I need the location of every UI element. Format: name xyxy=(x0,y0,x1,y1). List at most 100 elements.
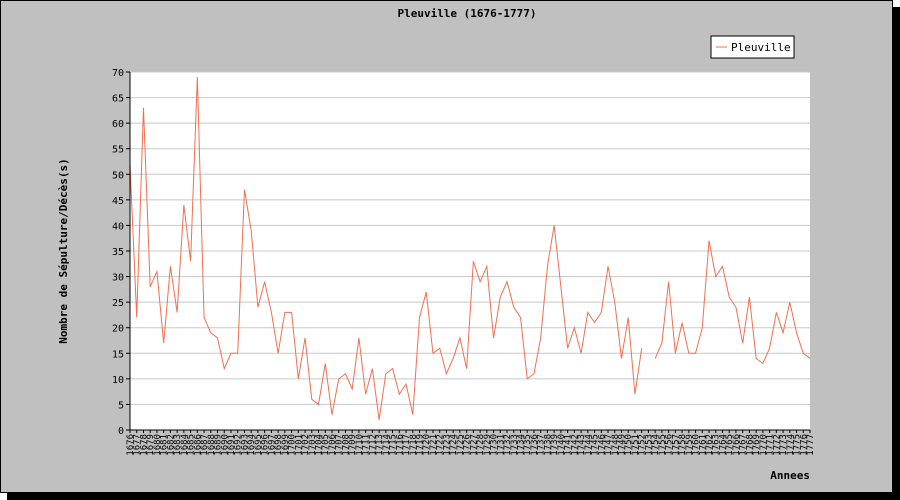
x-tick-label: 1692 xyxy=(234,434,244,456)
legend: Pleuville xyxy=(710,35,795,59)
chart-title: Pleuville (1676-1777) xyxy=(397,7,536,20)
x-tick-label: 1699 xyxy=(281,434,291,456)
x-tick-label: 1718 xyxy=(409,434,419,456)
x-tick-label: 1741 xyxy=(564,434,574,456)
x-tick-label: 1677 xyxy=(133,434,143,456)
x-tick-label: 1761 xyxy=(698,434,708,456)
x-tick-label: 1711 xyxy=(362,434,372,456)
x-tick-label: 1777 xyxy=(806,434,816,456)
x-tick-label: 1774 xyxy=(786,434,796,456)
x-tick-label: 1726 xyxy=(463,434,473,456)
x-tick-label: 1734 xyxy=(516,434,526,456)
y-tick-label: 50 xyxy=(112,170,124,181)
x-tick-label: 1702 xyxy=(301,434,311,456)
x-tick-label: 1737 xyxy=(537,434,547,456)
x-tick-label: 1717 xyxy=(402,434,412,456)
y-tick-label: 60 xyxy=(112,119,124,130)
x-tick-label: 1682 xyxy=(166,434,176,456)
x-tick-label: 1756 xyxy=(665,434,675,456)
y-tick-label: 5 xyxy=(118,400,124,411)
y-tick-label: 0 xyxy=(118,426,124,437)
x-tick-label: 1728 xyxy=(476,434,486,456)
x-tick-label: 1735 xyxy=(523,434,533,456)
x-tick-label: 1720 xyxy=(422,434,432,456)
x-tick-label: 1690 xyxy=(220,434,230,456)
x-tick-label: 1710 xyxy=(355,434,365,456)
x-tick-label: 1704 xyxy=(315,434,325,456)
x-tick-label: 1750 xyxy=(624,434,634,456)
x-tick-label: 1759 xyxy=(685,434,695,456)
y-tick-label: 70 xyxy=(112,68,124,79)
x-tick-label: 1743 xyxy=(577,434,587,456)
x-tick-label: 1723 xyxy=(442,434,452,456)
x-tick-label: 1733 xyxy=(510,434,520,456)
x-tick-label: 1707 xyxy=(335,434,345,456)
x-tick-label: 1695 xyxy=(254,434,264,456)
x-tick-label: 1762 xyxy=(705,434,715,456)
x-tick-label: 1747 xyxy=(604,434,614,456)
x-tick-label: 1745 xyxy=(591,434,601,456)
x-axis-label: Annees xyxy=(770,469,810,482)
x-tick-label: 1713 xyxy=(375,434,385,456)
x-tick-label: 1708 xyxy=(341,434,351,456)
x-tick-label: 1769 xyxy=(752,434,762,456)
series-group xyxy=(129,77,811,420)
y-tick-label: 30 xyxy=(112,273,124,284)
x-tick-label: 1755 xyxy=(658,434,668,456)
legend-label: Pleuville xyxy=(731,41,791,54)
x-tick-label: 1740 xyxy=(557,434,567,456)
x-tick-label: 1764 xyxy=(718,434,728,456)
x-tick-label: 1701 xyxy=(294,434,304,456)
x-tick-label: 1763 xyxy=(712,434,722,456)
x-tick-label: 1689 xyxy=(214,434,224,456)
x-tick-label: 1693 xyxy=(240,434,250,456)
x-tick-label: 1772 xyxy=(772,434,782,456)
x-tick-label: 1766 xyxy=(732,434,742,456)
x-tick-label: 1694 xyxy=(247,434,257,456)
x-tick-label: 1680 xyxy=(153,434,163,456)
y-tick-label: 65 xyxy=(112,94,124,105)
y-tick-label: 45 xyxy=(112,196,124,207)
x-tick-label: 1730 xyxy=(490,434,500,456)
x-tick-label: 1722 xyxy=(436,434,446,456)
x-tick-label: 1685 xyxy=(187,434,197,456)
x-tick-label: 1691 xyxy=(227,434,237,456)
y-tick-label: 40 xyxy=(112,221,124,232)
x-tick-label: 1767 xyxy=(739,434,749,456)
frame-shadow-right xyxy=(893,7,900,500)
x-tick-label: 1719 xyxy=(416,434,426,456)
x-tick-label: 1746 xyxy=(597,434,607,456)
x-tick-label: 1752 xyxy=(638,434,648,456)
y-tick-label: 25 xyxy=(112,298,124,309)
y-axis-ticks: 0 5 10 15 20 25 30 35 40 45 50 55 60 65 70 xyxy=(112,68,130,437)
x-tick-label: 1771 xyxy=(766,434,776,456)
x-tick-label: 1732 xyxy=(503,434,513,456)
y-tick-label: 20 xyxy=(112,324,124,335)
x-tick-label: 1751 xyxy=(631,434,641,456)
x-tick-label: 1765 xyxy=(725,434,735,456)
x-tick-label: 1731 xyxy=(496,434,506,456)
x-tick-label: 1712 xyxy=(368,434,378,456)
x-tick-label: 1775 xyxy=(793,434,803,456)
x-tick-label: 1716 xyxy=(395,434,405,456)
grid-lines xyxy=(130,71,810,405)
x-tick-label: 1688 xyxy=(207,434,217,456)
x-tick-label: 1760 xyxy=(692,434,702,456)
x-tick-label: 1679 xyxy=(146,434,156,456)
x-tick-label: 1687 xyxy=(200,434,210,456)
x-tick-label: 1748 xyxy=(611,434,621,456)
x-tick-label: 1742 xyxy=(570,434,580,456)
x-tick-label: 1725 xyxy=(456,434,466,456)
x-tick-label: 1705 xyxy=(321,434,331,456)
x-tick-label: 1700 xyxy=(288,434,298,456)
x-tick-label: 1686 xyxy=(193,434,203,456)
x-tick-label: 1729 xyxy=(483,434,493,456)
x-tick-label: 1768 xyxy=(745,434,755,456)
x-tick-label: 1757 xyxy=(671,434,681,456)
x-tick-label: 1749 xyxy=(617,434,627,456)
y-tick-label: 35 xyxy=(112,247,124,258)
x-tick-label: 1706 xyxy=(328,434,338,456)
x-tick-label: 1758 xyxy=(678,434,688,456)
x-tick-label: 1736 xyxy=(530,434,540,456)
